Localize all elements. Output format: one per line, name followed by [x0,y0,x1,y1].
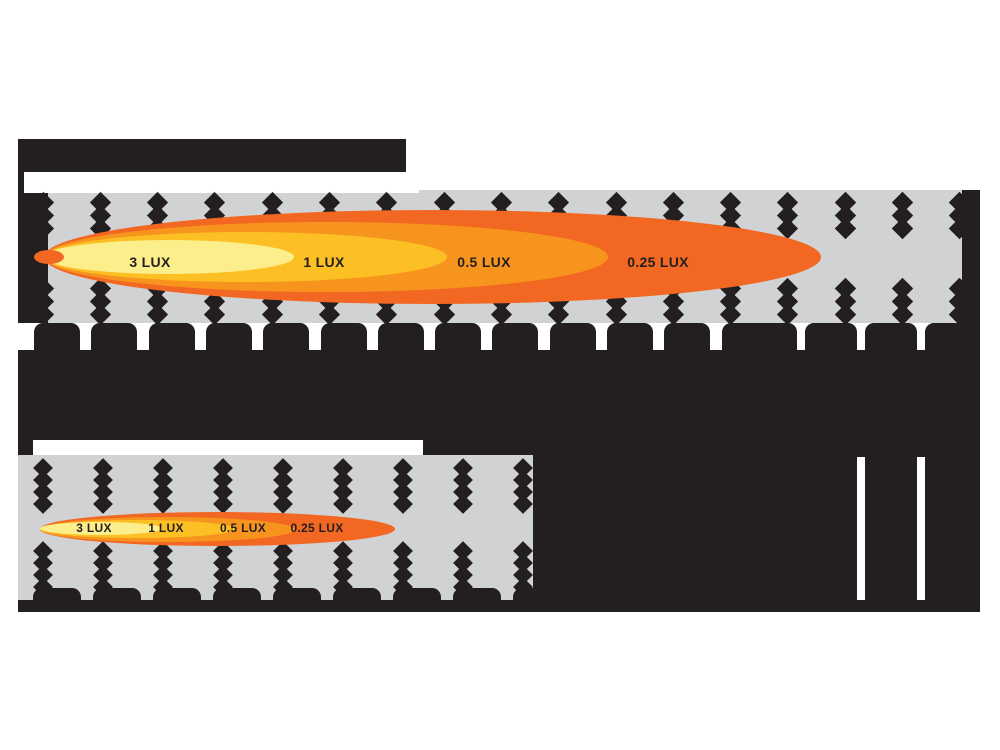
upper-label-3-lux: 3 LUX [129,254,171,270]
lower-label-1-lux: 1 LUX [148,521,184,535]
upper-label-0-5-lux: 0.5 LUX [457,254,511,270]
lower-beam-contours [18,455,533,603]
lower-label-0-25-lux: 0.25 LUX [290,521,344,535]
right-column-redaction [865,323,917,612]
right-column-redaction [805,323,857,612]
upper-title-white-strip [24,172,419,193]
right-column-redaction [745,323,797,612]
upper-label-0-25-lux: 0.25 LUX [627,254,689,270]
right-edge-redaction [962,190,980,612]
lower-label-3-lux: 3 LUX [76,521,112,535]
upper-beam-contours [18,190,980,323]
upper-label-1-lux: 1 LUX [303,254,345,270]
contour-3-lux [44,240,294,274]
lower-title-white-strip [33,440,423,459]
lower-label-0-5-lux: 0.5 LUX [219,521,267,535]
axis-label-redaction-base [18,600,980,612]
contour-3-lux-lower [40,522,162,535]
beam-emitter-tail [34,250,64,264]
